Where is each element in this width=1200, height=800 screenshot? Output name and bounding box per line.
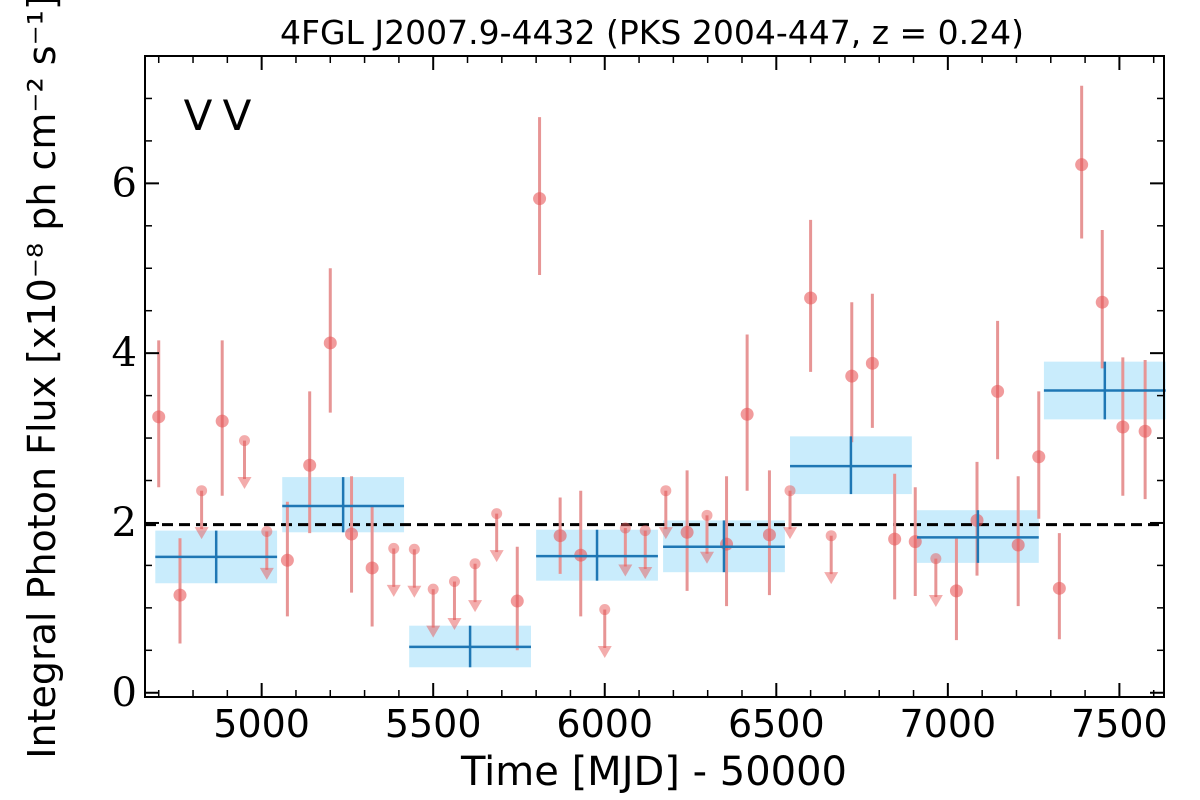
upper-limit-arrow [658,527,673,540]
upper-limit-point [261,525,273,537]
detection-point [1011,538,1025,552]
upper-limit-point [599,604,611,616]
chart-title: 4FGL J2007.9-4432 (PKS 2004-447, z = 0.2… [280,13,1024,52]
upper-limit-arrow [447,617,462,630]
upper-limit-point [784,485,796,497]
y-tick-label: 4 [112,330,137,376]
detection-point [1138,424,1152,438]
detection-point [533,192,547,206]
detection-point [804,291,818,305]
detection-point [215,414,229,428]
detection-point [152,410,166,424]
detection-point [1032,450,1046,464]
detection-point [173,588,187,602]
detection-point [740,407,754,421]
upper-limit-point [825,530,837,542]
detection-point [845,369,859,383]
upper-limit-point [427,583,439,595]
upper-limit-arrow [699,551,714,564]
upper-limit-arrow [638,567,653,580]
upper-limit-point [196,485,208,497]
detection-point [720,537,734,551]
x-tick-label: 5500 [385,702,482,746]
detection-point [865,356,879,370]
detection-point [888,532,902,546]
x-axis-label: Time [MJD] - 50000 [460,749,847,795]
detection-point [510,594,524,608]
upper-limit-point [408,543,420,555]
upper-limit-arrow [618,564,633,577]
detection-point [1052,581,1066,595]
x-tick-label: 6000 [556,702,653,746]
detection-point [553,529,567,543]
upper-limit-arrow [928,595,943,608]
upper-limit-point [469,558,481,570]
x-tick-label: 6500 [728,702,825,746]
upper-limit-arrow [489,550,504,563]
upper-limit-arrow [468,600,483,613]
detection-point [323,336,337,350]
upper-limit-point [388,542,400,554]
detection-point [1095,295,1109,309]
upper-limit-arrow [407,585,422,598]
x-tick-label: 7000 [899,702,996,746]
y-tick-label: 0 [112,670,137,716]
upper-limit-point [660,485,672,497]
detection-point [680,525,694,539]
upper-limit-point [619,522,631,534]
upper-limit-arrow [386,584,401,597]
x-tick-label: 7500 [1071,702,1168,746]
detection-point [365,561,379,575]
detection-point [949,584,963,598]
plot-area [145,85,1166,668]
upper-limit-arrow [783,527,798,540]
detection-point [991,384,1005,398]
upper-limit-point [701,509,713,521]
y-tick-label: 2 [112,500,137,546]
upper-limit-arrow [237,477,252,490]
detection-point [1075,158,1089,172]
plot-frame [144,55,1165,698]
upper-limit-arrow [597,646,612,659]
upper-limit-point [238,435,250,447]
x-tick-label: 5000 [213,702,310,746]
detection-point [1116,420,1130,434]
legend-v-red: V [223,91,252,140]
upper-limit-arrow [824,572,839,585]
upper-limit-point [639,525,651,537]
upper-limit-arrow [259,567,274,580]
detection-point [280,553,294,567]
axes: 5000 5500 6000 6500 7000 7500 0 2 4 6 [112,55,1168,746]
upper-limit-arrow [194,527,209,540]
y-tick-label: 6 [112,160,137,206]
legend-v-blue: V [184,91,213,140]
detection-point [303,458,317,472]
upper-limit-arrow [426,625,441,638]
detection-point [762,528,776,542]
upper-limit-point [448,576,460,588]
detection-point [345,527,359,541]
y-axis-label: Integral Photon Flux [x10⁻⁸ ph cm⁻² s⁻¹] [20,0,64,759]
upper-limit-point [930,553,942,565]
upper-limit-point [491,508,503,520]
